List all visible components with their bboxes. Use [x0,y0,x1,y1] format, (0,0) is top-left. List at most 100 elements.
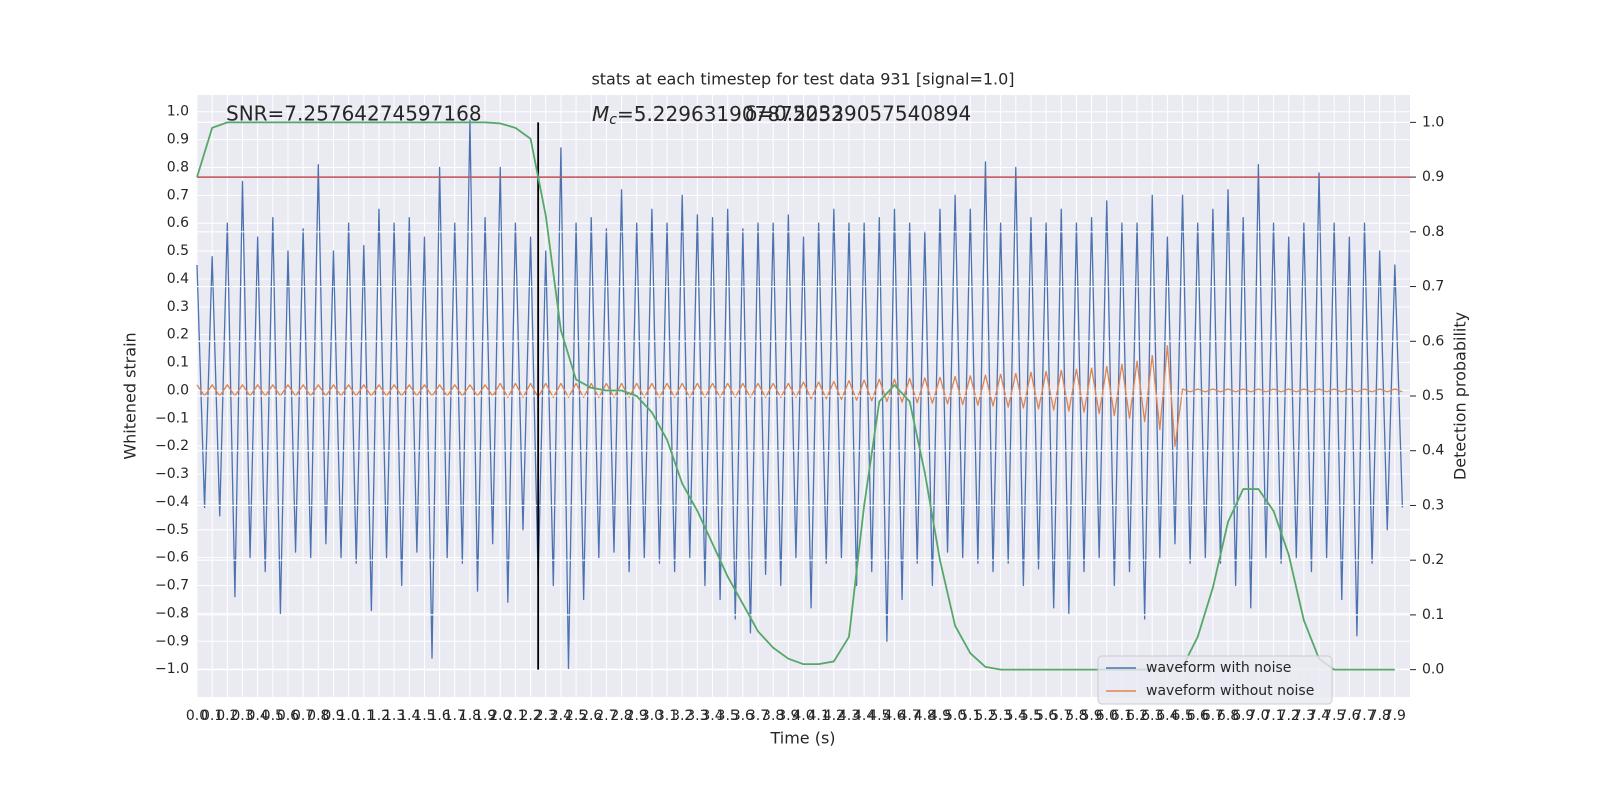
annotation-value: =5.229631907872052 [617,102,844,126]
y-tick-label: −0.4 [155,494,189,510]
x-tick-label: 5.2 [974,708,996,724]
chart-title: stats at each timestep for test data 931… [591,70,1014,89]
y-tick-label: 0.9 [167,132,189,148]
x-tick-label: 1.3 [383,708,405,724]
x-tick-label: 7.9 [1384,708,1406,724]
x-tick-label: 3.8 [762,708,784,724]
reference-lines [197,122,1410,670]
y2-tick-label: 0.0 [1422,662,1444,678]
x-tick-label: 6.7 [1202,708,1224,724]
x-tick-label: 6.9 [1232,708,1254,724]
x-tick-label: 5.6 [1035,708,1057,724]
y-tick-label: 0.1 [167,355,189,371]
x-tick-label: 1.5 [413,708,435,724]
x-tick-label: 2.2 [519,708,541,724]
x-tick-label: 6.2 [1126,708,1148,724]
x-tick-label: 7.5 [1323,708,1345,724]
x-tick-label: 2.9 [626,708,648,724]
y-tick-label: −0.7 [155,578,189,594]
x-tick-label: 4.0 [792,708,814,724]
y2-axis-label: Detection probability [1451,312,1470,480]
x-tick-label: 1.4 [398,708,420,724]
x-tick-label: 2.6 [580,708,602,724]
x-tick-label: 4.2 [823,708,845,724]
x-tick-label: 1.2 [368,708,390,724]
waveform-line [196,345,1403,447]
x-tick-label: 1.7 [444,708,466,724]
x-tick-label: 4.8 [914,708,936,724]
x-tick-label: 5.1 [959,708,981,724]
x-tick-label: 5.3 [989,708,1011,724]
y2-tick-label: 0.9 [1422,169,1444,185]
x-tick-label: 3.7 [747,708,769,724]
legend-label: waveform without noise [1146,683,1314,699]
x-tick-label: 0.6 [277,708,299,724]
x-tick-label: 2.7 [595,708,617,724]
x-tick-label: 5.8 [1065,708,1087,724]
y-tick-label: −0.6 [155,550,189,566]
x-tick-label: 3.9 [777,708,799,724]
y2-tick-label: 0.5 [1422,388,1444,404]
y-tick-label: 0.4 [167,271,189,287]
x-tick-label: 4.1 [808,708,830,724]
x-tick-label: 5.0 [944,708,966,724]
y-tick-label: −0.5 [155,522,189,538]
x-tick-label: 4.6 [883,708,905,724]
tick-labels: 0.00.10.20.30.40.50.60.70.80.91.01.11.21… [155,104,1444,724]
x-tick-label: 0.4 [247,708,269,724]
x-tick-label: 7.0 [1247,708,1269,724]
x-tick-label: 2.4 [550,708,572,724]
x-tick-label: 5.4 [1005,708,1027,724]
x-tick-label: 0.9 [322,708,344,724]
x-tick-label: 6.8 [1217,708,1239,724]
x-tick-label: 7.4 [1308,708,1330,724]
x-tick-label: 2.1 [504,708,526,724]
annotation: SNR=7.25764274597168 [226,102,482,126]
series-layer [196,119,1404,670]
x-tick-label: 7.2 [1278,708,1300,724]
y2-tick-label: 0.6 [1422,333,1444,349]
x-tick-label: 6.0 [1096,708,1118,724]
x-tick-label: 7.1 [1262,708,1284,724]
x-tick-label: 0.7 [292,708,314,724]
y-tick-label: 0.3 [167,299,189,315]
x-tick-label: 4.7 [899,708,921,724]
x-tick-label: 6.1 [1111,708,1133,724]
y-tick-label: −0.8 [155,605,189,621]
x-tick-label: 4.4 [853,708,875,724]
x-tick-label: 0.5 [262,708,284,724]
annotation: Mc=5.229631907872052 [592,102,844,129]
x-tick-label: 7.6 [1338,708,1360,724]
x-tick-label: 6.3 [1141,708,1163,724]
x-tick-label: 6.4 [1156,708,1178,724]
x-tick-label: 7.3 [1293,708,1315,724]
x-tick-label: 0.2 [216,708,238,724]
x-tick-label: 3.5 [717,708,739,724]
x-tick-label: 2.3 [535,708,557,724]
annotation-symbol: M [592,102,609,126]
x-tick-label: 7.7 [1353,708,1375,724]
x-tick-label: 1.9 [474,708,496,724]
y2-series-layer [196,121,1395,671]
y-tick-label: −0.1 [155,410,189,426]
y-tick-label: 0.8 [167,159,189,175]
x-tick-label: 4.5 [868,708,890,724]
y-tick-label: −1.0 [155,661,189,677]
x-tick-label: 2.0 [489,708,511,724]
x-tick-label: 1.6 [428,708,450,724]
x-tick-label: 4.3 [838,708,860,724]
x-tick-label: 3.4 [701,708,723,724]
y-tick-label: −0.3 [155,466,189,482]
x-axis-label: Time (s) [769,729,835,748]
y-axis-label: Whitened strain [121,332,140,459]
y-tick-label: 1.0 [167,104,189,120]
annotation-subscript: c [609,112,617,128]
x-tick-label: 1.1 [353,708,375,724]
y2-tick-label: 0.3 [1422,497,1444,513]
legend: waveform with noise waveform without nois… [1097,655,1333,705]
x-tick-label: 3.1 [656,708,678,724]
x-tick-label: 1.0 [337,708,359,724]
y2-tick-label: 1.0 [1422,114,1444,130]
x-tick-label: 3.0 [641,708,663,724]
